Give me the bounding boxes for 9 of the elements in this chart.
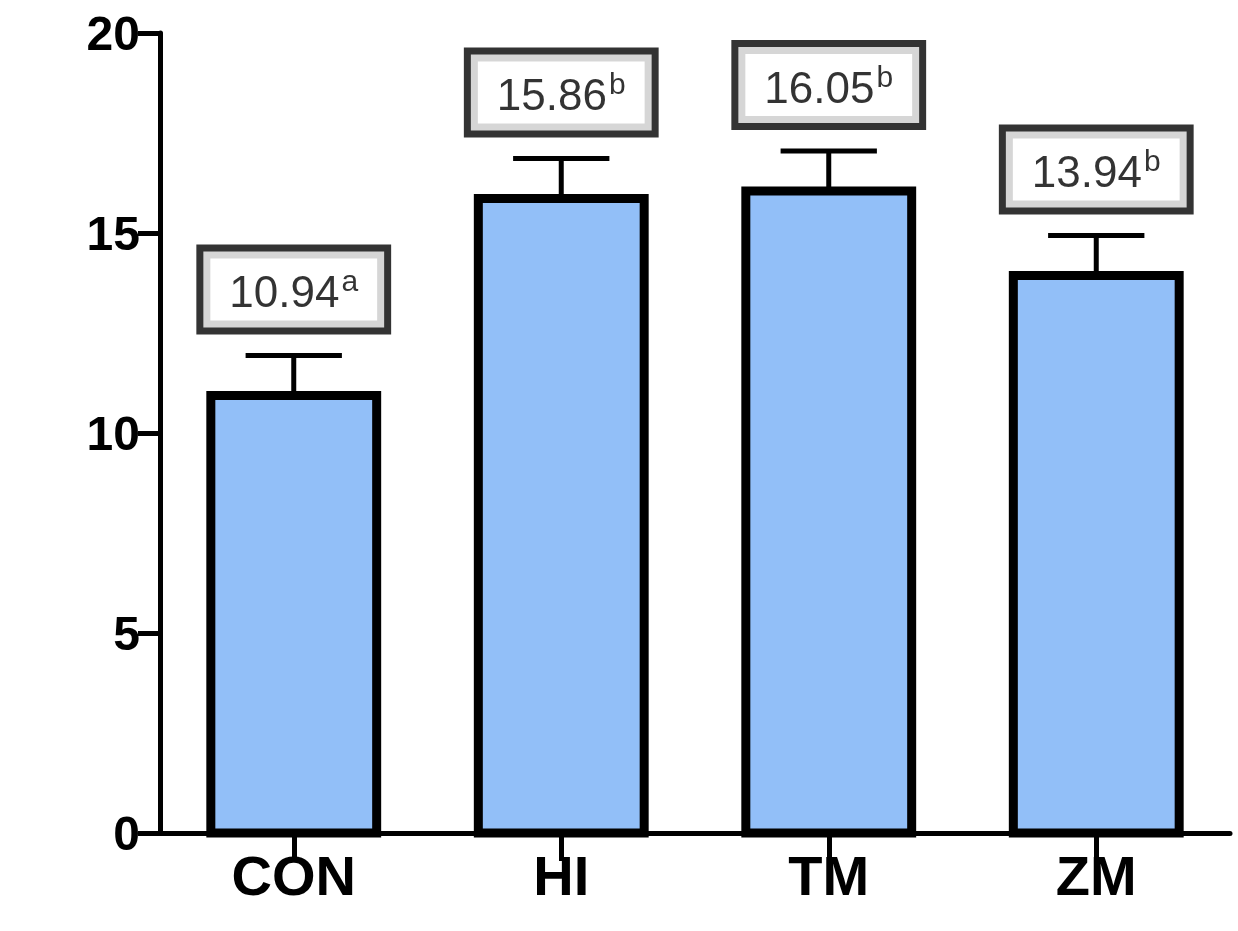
- y-tick-label: 10: [86, 406, 140, 460]
- x-tick-label: HI: [533, 843, 590, 907]
- x-tick-label: CON: [231, 843, 356, 907]
- x-tick-label: ZM: [1055, 843, 1137, 907]
- y-tick-label: 5: [113, 606, 140, 660]
- x-tick-label: TM: [788, 843, 870, 907]
- y-tick-label: 0: [113, 806, 140, 860]
- y-tick-label: 20: [86, 6, 140, 60]
- y-tick-label: 15: [86, 206, 140, 260]
